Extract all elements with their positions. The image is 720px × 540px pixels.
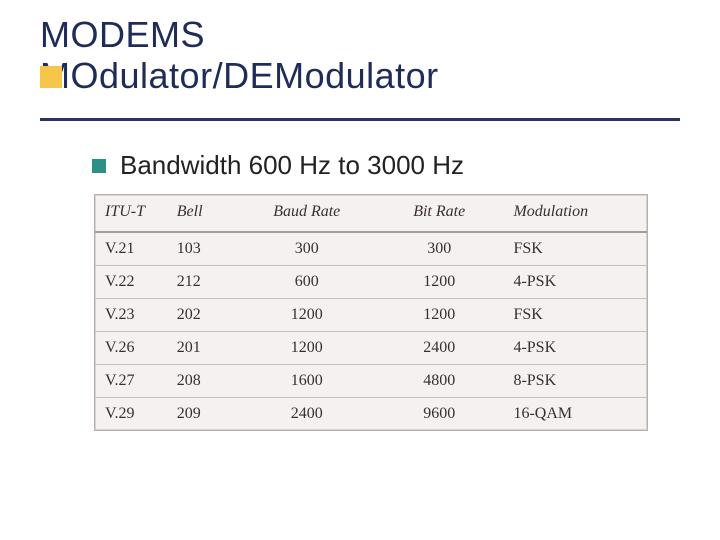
cell: 1200 bbox=[371, 299, 503, 332]
cell: FSK bbox=[503, 299, 647, 332]
col-header: Bit Rate bbox=[371, 195, 503, 232]
decor-square-large bbox=[40, 66, 62, 88]
cell: 600 bbox=[239, 266, 371, 299]
cell: V.21 bbox=[95, 232, 167, 266]
col-header: Bell bbox=[167, 195, 239, 232]
table-row: V.26 201 1200 2400 4-PSK bbox=[95, 332, 647, 365]
table-body: V.21 103 300 300 FSK V.22 212 600 1200 4… bbox=[95, 232, 647, 430]
title-underline bbox=[40, 118, 680, 121]
cell: 300 bbox=[371, 232, 503, 266]
cell: 8-PSK bbox=[503, 365, 647, 398]
cell: 1200 bbox=[371, 266, 503, 299]
cell: 2400 bbox=[371, 332, 503, 365]
cell: 2400 bbox=[239, 398, 371, 431]
col-header: Baud Rate bbox=[239, 195, 371, 232]
col-header: Modulation bbox=[503, 195, 647, 232]
title-line-2: MOdulator/DEModulator bbox=[40, 55, 720, 96]
cell: V.23 bbox=[95, 299, 167, 332]
subtitle-row: Bandwidth 600 Hz to 3000 Hz bbox=[92, 150, 464, 181]
title-block: MODEMS MOdulator/DEModulator bbox=[0, 0, 720, 97]
cell: V.26 bbox=[95, 332, 167, 365]
title-line-1: MODEMS bbox=[40, 14, 720, 55]
cell: 4-PSK bbox=[503, 332, 647, 365]
col-header: ITU-T bbox=[95, 195, 167, 232]
modem-table: ITU-T Bell Baud Rate Bit Rate Modulation… bbox=[94, 194, 648, 431]
cell: 208 bbox=[167, 365, 239, 398]
cell: 103 bbox=[167, 232, 239, 266]
subtitle-text: Bandwidth 600 Hz to 3000 Hz bbox=[120, 150, 464, 181]
cell: 4800 bbox=[371, 365, 503, 398]
slide: MODEMS MOdulator/DEModulator Bandwidth 6… bbox=[0, 0, 720, 540]
cell: 201 bbox=[167, 332, 239, 365]
table-row: V.23 202 1200 1200 FSK bbox=[95, 299, 647, 332]
cell: 202 bbox=[167, 299, 239, 332]
cell: 212 bbox=[167, 266, 239, 299]
table-row: V.21 103 300 300 FSK bbox=[95, 232, 647, 266]
cell: 1200 bbox=[239, 299, 371, 332]
cell: 300 bbox=[239, 232, 371, 266]
cell: FSK bbox=[503, 232, 647, 266]
cell: V.22 bbox=[95, 266, 167, 299]
bullet-square-icon bbox=[92, 159, 106, 173]
cell: 16-QAM bbox=[503, 398, 647, 431]
table: ITU-T Bell Baud Rate Bit Rate Modulation… bbox=[95, 195, 647, 430]
table-row: V.22 212 600 1200 4-PSK bbox=[95, 266, 647, 299]
table-row: V.29 209 2400 9600 16-QAM bbox=[95, 398, 647, 431]
table-row: V.27 208 1600 4800 8-PSK bbox=[95, 365, 647, 398]
cell: 1200 bbox=[239, 332, 371, 365]
table-header-row: ITU-T Bell Baud Rate Bit Rate Modulation bbox=[95, 195, 647, 232]
cell: V.27 bbox=[95, 365, 167, 398]
cell: 4-PSK bbox=[503, 266, 647, 299]
cell: 9600 bbox=[371, 398, 503, 431]
cell: 209 bbox=[167, 398, 239, 431]
cell: 1600 bbox=[239, 365, 371, 398]
cell: V.29 bbox=[95, 398, 167, 431]
